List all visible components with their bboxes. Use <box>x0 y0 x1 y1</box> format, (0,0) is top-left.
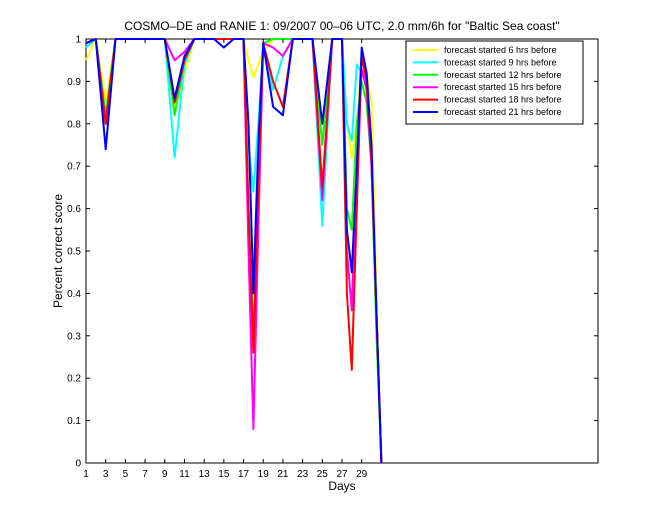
x-axis-label: Days <box>328 479 355 493</box>
y-tick-label: 0.3 <box>67 331 81 342</box>
x-tick-label: 9 <box>162 469 168 480</box>
y-tick-label: 0.7 <box>67 162 81 173</box>
legend-label-2: forecast started 9 hrs before <box>444 57 557 67</box>
x-tick-label: 25 <box>317 469 329 480</box>
y-axis: 0 0.1 0.2 0.3 0.4 0.5 0.6 0.7 0.8 0.9 1 <box>67 35 598 470</box>
x-tick-label: 23 <box>297 469 309 480</box>
y-tick-label: 0 <box>75 459 81 470</box>
x-tick-label: 29 <box>356 469 368 480</box>
y-tick-label: 0.6 <box>67 204 81 215</box>
legend-label-6: forecast started 21 hrs before <box>444 107 562 117</box>
x-tick-label: 13 <box>199 469 211 480</box>
legend: forecast started 6 hrs before forecast st… <box>405 40 584 125</box>
y-tick-label: 1 <box>75 35 81 46</box>
x-tick-label: 19 <box>258 469 270 480</box>
x-tick-label: 5 <box>123 469 129 480</box>
x-tick-label: 3 <box>103 469 109 480</box>
x-tick-label: 1 <box>83 469 89 480</box>
y-tick-label: 0.8 <box>67 119 81 130</box>
x-axis: 1 3 5 7 9 11 13 15 17 19 21 23 25 27 29 <box>83 39 368 480</box>
y-tick-label: 0.4 <box>67 289 81 300</box>
legend-label-5: forecast started 18 hrs before <box>444 95 562 105</box>
x-tick-label: 21 <box>277 469 289 480</box>
legend-box <box>405 40 584 125</box>
legend-label-1: forecast started 6 hrs before <box>444 45 557 55</box>
y-tick-label: 0.9 <box>67 77 81 88</box>
x-tick-label: 17 <box>238 469 250 480</box>
y-axis-label: Percent correct score <box>51 194 65 308</box>
x-tick-label: 7 <box>142 469 148 480</box>
y-tick-label: 0.1 <box>67 416 81 427</box>
legend-label-4: forecast started 15 hrs before <box>444 82 562 92</box>
y-tick-label: 0.2 <box>67 374 81 385</box>
x-tick-label: 27 <box>336 469 348 480</box>
x-tick-label: 11 <box>179 469 190 480</box>
x-tick-label: 15 <box>218 469 230 480</box>
legend-label-3: forecast started 12 hrs before <box>444 70 562 80</box>
chart-title: COSMO–DE and RANIE 1: 09/2007 00–06 UTC,… <box>124 19 559 33</box>
y-tick-label: 0.5 <box>67 247 81 258</box>
